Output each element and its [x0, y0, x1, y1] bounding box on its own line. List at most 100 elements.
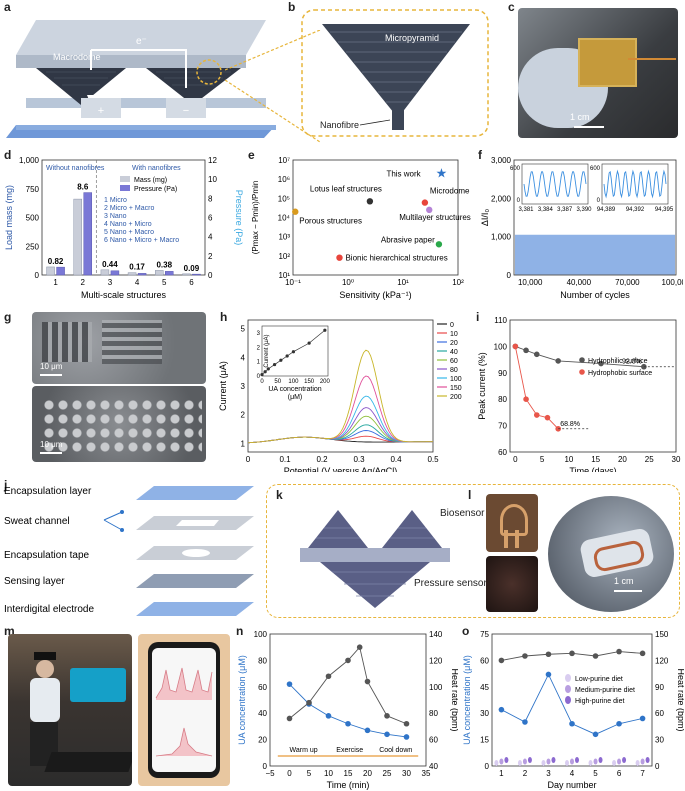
point-n [345, 657, 351, 664]
inset-ytick-f: 0 [597, 198, 601, 204]
ytick-h: 2 [241, 411, 246, 420]
point-n [356, 644, 363, 650]
series-n [289, 683, 407, 738]
plot-frame-i [509, 319, 677, 453]
point-o [592, 653, 599, 659]
phase-label-n: Cool down [379, 747, 412, 754]
legend-label-h: 20 [450, 340, 458, 347]
phase-label-n: Warm up [290, 747, 318, 754]
ytick-i: 90 [498, 369, 507, 378]
legend-pressure: Pressure (Pa) [134, 186, 177, 193]
xlabel-e: Sensitivity (kPa⁻¹) [339, 290, 411, 300]
legend-marker-i [579, 357, 585, 363]
point-i [555, 425, 561, 432]
diet-marker-o [617, 758, 622, 765]
xtick-n: 0 [287, 769, 292, 778]
inset-xtick-f: 94,392 [626, 207, 645, 213]
scale-l-label: 1 cm [614, 576, 634, 586]
diet-marker-o [598, 757, 603, 763]
point-e [366, 198, 374, 205]
ylabel-i: Peak current (%) [477, 352, 487, 420]
legend-label-h: 0 [450, 322, 454, 329]
scalebar-c [574, 126, 604, 128]
ytick-i: 80 [498, 395, 507, 404]
panel-k-label: k [276, 488, 283, 502]
annotation-e: Bionic hierarchical structures [345, 254, 447, 263]
scale-g-bottom-label: 10 μm [40, 440, 63, 449]
diet-marker-o [541, 760, 546, 766]
y2tick-d: 0 [208, 271, 213, 280]
ytick-h: 3 [241, 382, 246, 391]
xtick-i: 25 [645, 455, 654, 464]
ytick-o: 30 [480, 709, 489, 718]
diet-marker-o [588, 760, 593, 766]
structure-item: 6 Nano + Micro + Macro [104, 237, 179, 244]
ytick-d: 750 [26, 185, 40, 194]
point-o [522, 719, 528, 725]
ytick-e: 10¹ [278, 271, 290, 280]
ytick-e: 10⁵ [278, 194, 290, 203]
y2tick-d: 2 [208, 252, 213, 261]
bar-pressure [110, 270, 120, 276]
inset-ytick-h: 1 [257, 360, 261, 366]
point-i [533, 412, 540, 418]
point-n [403, 720, 410, 727]
diet-marker-o [575, 757, 579, 763]
ylabel-e: (Pmax − Pmin)/Pmin [251, 181, 260, 255]
ytick-i: 70 [498, 422, 507, 431]
xtick-n: 5 [307, 769, 312, 778]
layer-label-0: Encapsulation layer [4, 486, 92, 497]
y2tick-d: 8 [208, 194, 213, 203]
annotation-e: Porous structures [299, 217, 362, 226]
xtick-h: 0.1 [279, 455, 291, 464]
y2tick-n: 140 [429, 630, 443, 639]
xlabel-h: Potential (V versus Ag/AgCl) [284, 466, 398, 472]
inset-xtick-h: 200 [320, 379, 331, 385]
diet-marker-o [527, 757, 532, 763]
scalebar-g-bottom [40, 452, 62, 454]
layer-stack [136, 486, 254, 616]
bar-pressure [83, 192, 92, 276]
point-o [639, 650, 646, 657]
xtick-o: 3 [546, 769, 551, 778]
ytick-n: 80 [258, 656, 267, 665]
bar-pressure [137, 273, 147, 276]
data-label-d: 0.44 [102, 260, 118, 269]
legend-marker-o [565, 696, 571, 704]
device [578, 38, 637, 87]
bar-mass [155, 270, 164, 276]
point-o [545, 671, 552, 678]
y2tick-d: 4 [208, 233, 213, 242]
electron-label: e⁻ [136, 36, 147, 47]
chart-f: 0 1,000 2,000 3,000 10,000 40,000 70,000 100,00… [480, 156, 683, 300]
xtick-e: 10² [452, 278, 464, 287]
point-n [306, 699, 312, 706]
ytick-n: 20 [258, 736, 267, 745]
layer-label-2: Encapsulation tape [4, 550, 90, 561]
nanofibre-label: Nanofibre [320, 120, 359, 130]
diet-marker-o [570, 758, 574, 765]
panel-b-label: b [288, 0, 296, 14]
y2tick-o: 0 [655, 762, 660, 771]
inset-wave-f [603, 169, 667, 199]
xtick-f: 70,000 [615, 278, 640, 287]
inset-point-h [266, 367, 270, 371]
point-e [292, 208, 299, 215]
inset-xtick-h: 0 [260, 379, 264, 385]
inset-xtick-f: 94,395 [655, 207, 674, 213]
xtick-d: 2 [81, 278, 86, 287]
xtick-i: 0 [513, 455, 518, 464]
xtick-o: 7 [640, 769, 645, 778]
point-o [498, 706, 505, 713]
bar-pressure [56, 266, 65, 276]
legend-label-o: High-purine diet [575, 698, 624, 705]
xlabel-n: Time (min) [327, 780, 370, 790]
inset-wave-f [523, 171, 587, 197]
y2tick-o: 120 [655, 656, 669, 665]
xtick-f: 100,000 [662, 278, 683, 287]
panel-c-photo: 1 cm [518, 8, 678, 138]
band-f [515, 234, 675, 275]
diet-marker-o [593, 758, 598, 765]
xtick-e: 10¹ [397, 278, 409, 287]
inset-xtick-f: 3,384 [538, 207, 554, 213]
